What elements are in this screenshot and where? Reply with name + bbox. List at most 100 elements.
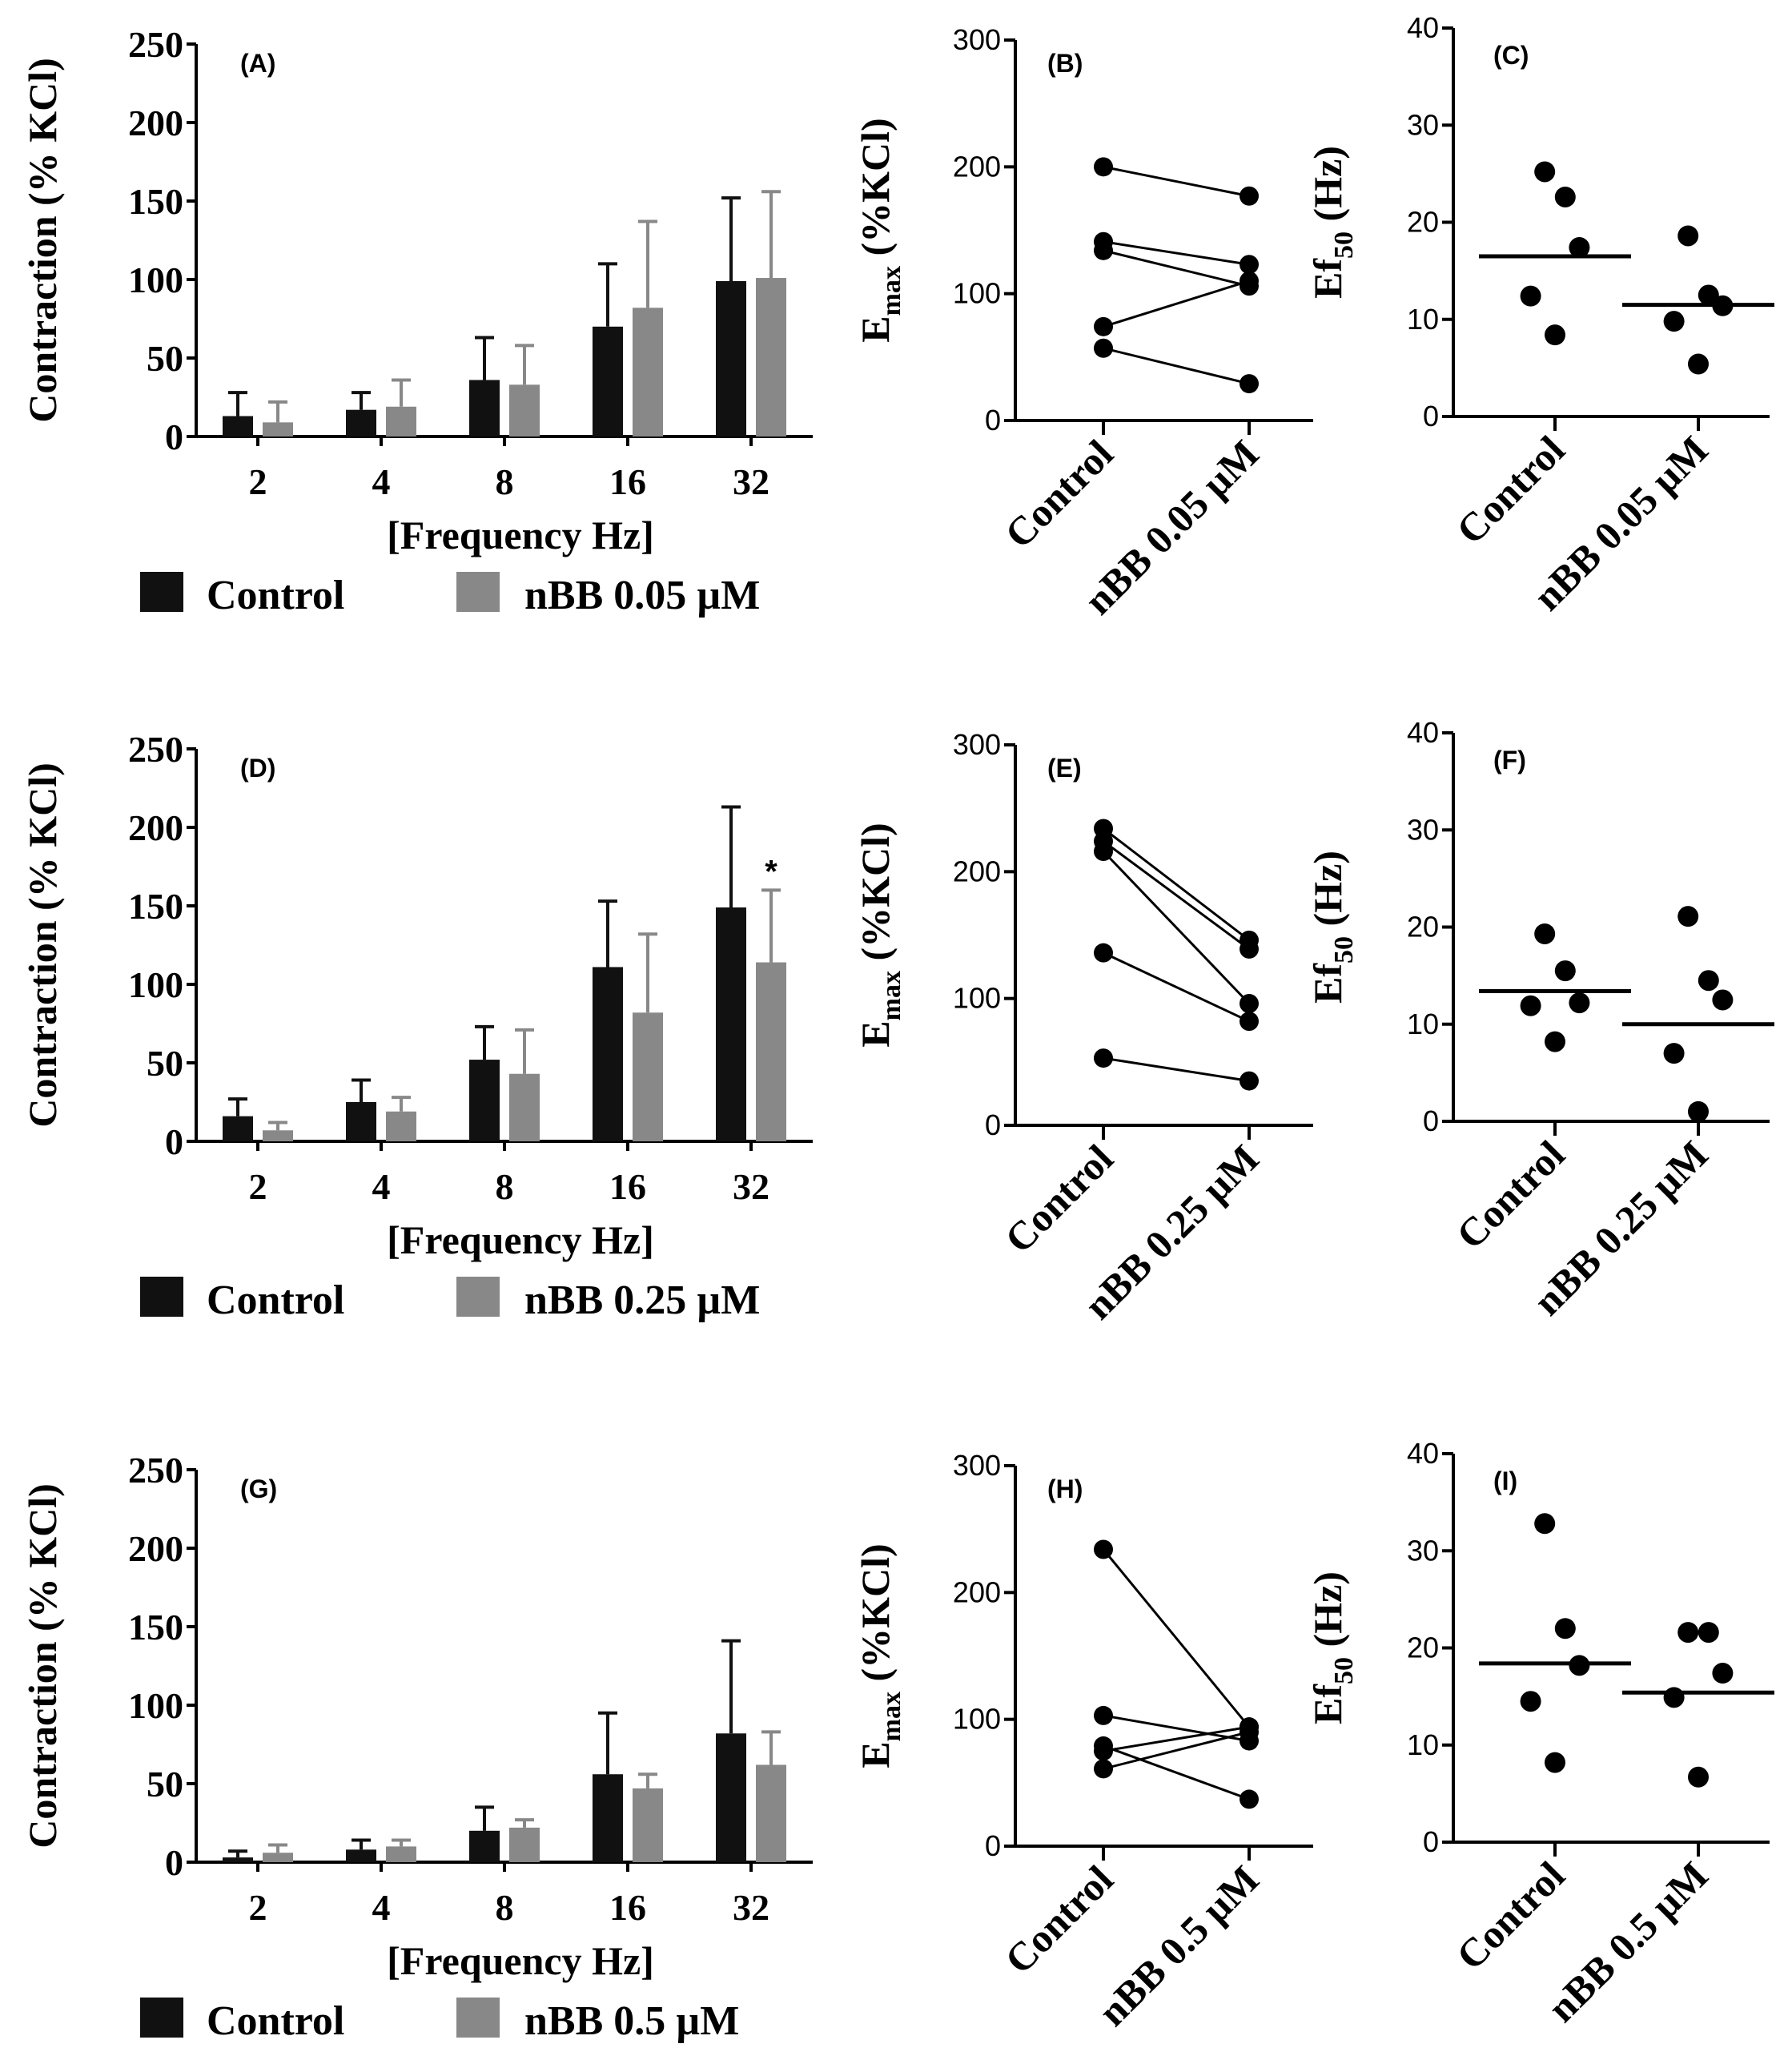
legend-swatch-treatment [456, 1998, 500, 2038]
panel-label: (H) [1047, 1475, 1083, 1503]
panel-label: (I) [1493, 1467, 1517, 1495]
y-tick-label: 100 [953, 1703, 1001, 1736]
data-point-treatment [1240, 1722, 1259, 1742]
x-tick-label: 2 [249, 1166, 267, 1207]
y-tick-label: 250 [128, 1450, 183, 1491]
y-tick-label: 300 [953, 1449, 1001, 1482]
y-tick-label: 20 [1407, 911, 1439, 943]
y-tick-label: 200 [128, 807, 183, 848]
bar [223, 1116, 253, 1141]
x-axis-title: [Frequency Hz] [387, 1217, 654, 1262]
x-tick-label: 32 [733, 461, 769, 502]
x-tick-label: 8 [496, 1166, 514, 1207]
y-tick-label: 150 [128, 1607, 183, 1648]
y-tick-label: 250 [128, 729, 183, 770]
bar [263, 1130, 293, 1141]
data-point [1677, 225, 1699, 247]
data-point [1569, 237, 1590, 259]
data-point-control [1094, 157, 1113, 177]
bar [386, 406, 416, 437]
data-point-treatment [1240, 1789, 1259, 1809]
data-point-treatment [1240, 374, 1259, 394]
y-axis-title: Contraction (% KCl) [20, 762, 65, 1128]
legend-swatch-treatment [456, 1277, 500, 1317]
bar [346, 1102, 376, 1141]
y-axis-title: Emax (%KCl) [853, 823, 906, 1047]
data-point [1569, 992, 1590, 1014]
y-axis-title: Emax (%KCl) [853, 118, 906, 342]
bar [509, 384, 540, 437]
legend-label-treatment: nBB 0.25 µM [524, 1277, 760, 1323]
x-tick-label: 2 [249, 1887, 267, 1928]
data-point [1688, 353, 1709, 375]
data-point-treatment [1240, 186, 1259, 206]
bar [756, 962, 786, 1141]
data-point [1677, 1622, 1699, 1644]
data-point [1520, 1691, 1541, 1712]
significance-marker: * [765, 854, 777, 889]
y-tick-label: 0 [165, 416, 183, 457]
x-tick-label: 32 [733, 1887, 769, 1928]
bar [469, 380, 500, 437]
data-point [1663, 311, 1685, 332]
bar [756, 278, 786, 437]
y-tick-label: 30 [1407, 1534, 1439, 1567]
bar [716, 280, 746, 437]
data-point [1688, 1766, 1709, 1788]
y-axis-title: Emax (%KCl) [853, 1543, 906, 1768]
data-point [1554, 1618, 1576, 1640]
bar [593, 967, 623, 1141]
y-axis-title: Ef50 (Hz) [1305, 1571, 1359, 1724]
panel-g-bar-chart: 0 50 100 150 200 250 2 4 8 16 32 (G) Contraction (% … [20, 1450, 813, 2044]
pair-line [1103, 240, 1250, 266]
data-point-control [1094, 240, 1113, 260]
y-tick-label: 10 [1407, 1008, 1439, 1040]
y-tick-label: 20 [1407, 206, 1439, 239]
bar [469, 1830, 500, 1862]
x-axis-title: [Frequency Hz] [387, 1938, 654, 1983]
y-tick-label: 100 [128, 260, 183, 300]
y-tick-label: 0 [1423, 1825, 1439, 1858]
data-point [1554, 186, 1576, 207]
legend-swatch-control [140, 572, 183, 612]
y-tick-label: 50 [147, 1043, 183, 1084]
y-tick-label: 0 [1423, 400, 1439, 433]
y-tick-label: 300 [953, 23, 1001, 56]
x-tick-label: Control [996, 1857, 1122, 1982]
pair-line [1102, 850, 1251, 1005]
legend-swatch-treatment [456, 572, 500, 612]
data-point-control [1094, 1741, 1113, 1761]
bar [633, 1012, 663, 1141]
bar [593, 1774, 623, 1862]
y-tick-label: 200 [128, 103, 183, 143]
data-point [1698, 284, 1719, 306]
y-tick-label: 200 [953, 855, 1001, 887]
bar [346, 1849, 376, 1862]
data-point [1520, 285, 1541, 307]
pair-line [1103, 840, 1250, 951]
pair-line [1103, 827, 1250, 942]
data-point [1712, 1663, 1734, 1684]
data-point [1520, 995, 1541, 1016]
panel-label: (D) [240, 754, 275, 783]
y-axis-title: Ef50 (Hz) [1305, 146, 1359, 299]
bar [756, 1764, 786, 1862]
panel-a-bar-chart: 0 50 100 150 200 250 2 4 8 16 32 (A) Contraction (% … [20, 24, 813, 618]
panel-label: (E) [1047, 754, 1082, 783]
y-tick-label: 40 [1407, 716, 1439, 749]
y-tick-label: 0 [165, 1121, 183, 1162]
pair-line [1103, 1731, 1250, 1770]
panel-label: (C) [1493, 41, 1529, 70]
x-tick-label: 4 [372, 461, 391, 502]
data-point [1545, 1031, 1565, 1052]
y-tick-label: 10 [1407, 303, 1439, 336]
y-axis-title: Contraction (% KCl) [20, 58, 65, 423]
y-tick-label: 100 [953, 277, 1001, 310]
x-tick-label: 8 [496, 1887, 514, 1928]
y-tick-label: 50 [147, 338, 183, 379]
bar [223, 1857, 253, 1862]
